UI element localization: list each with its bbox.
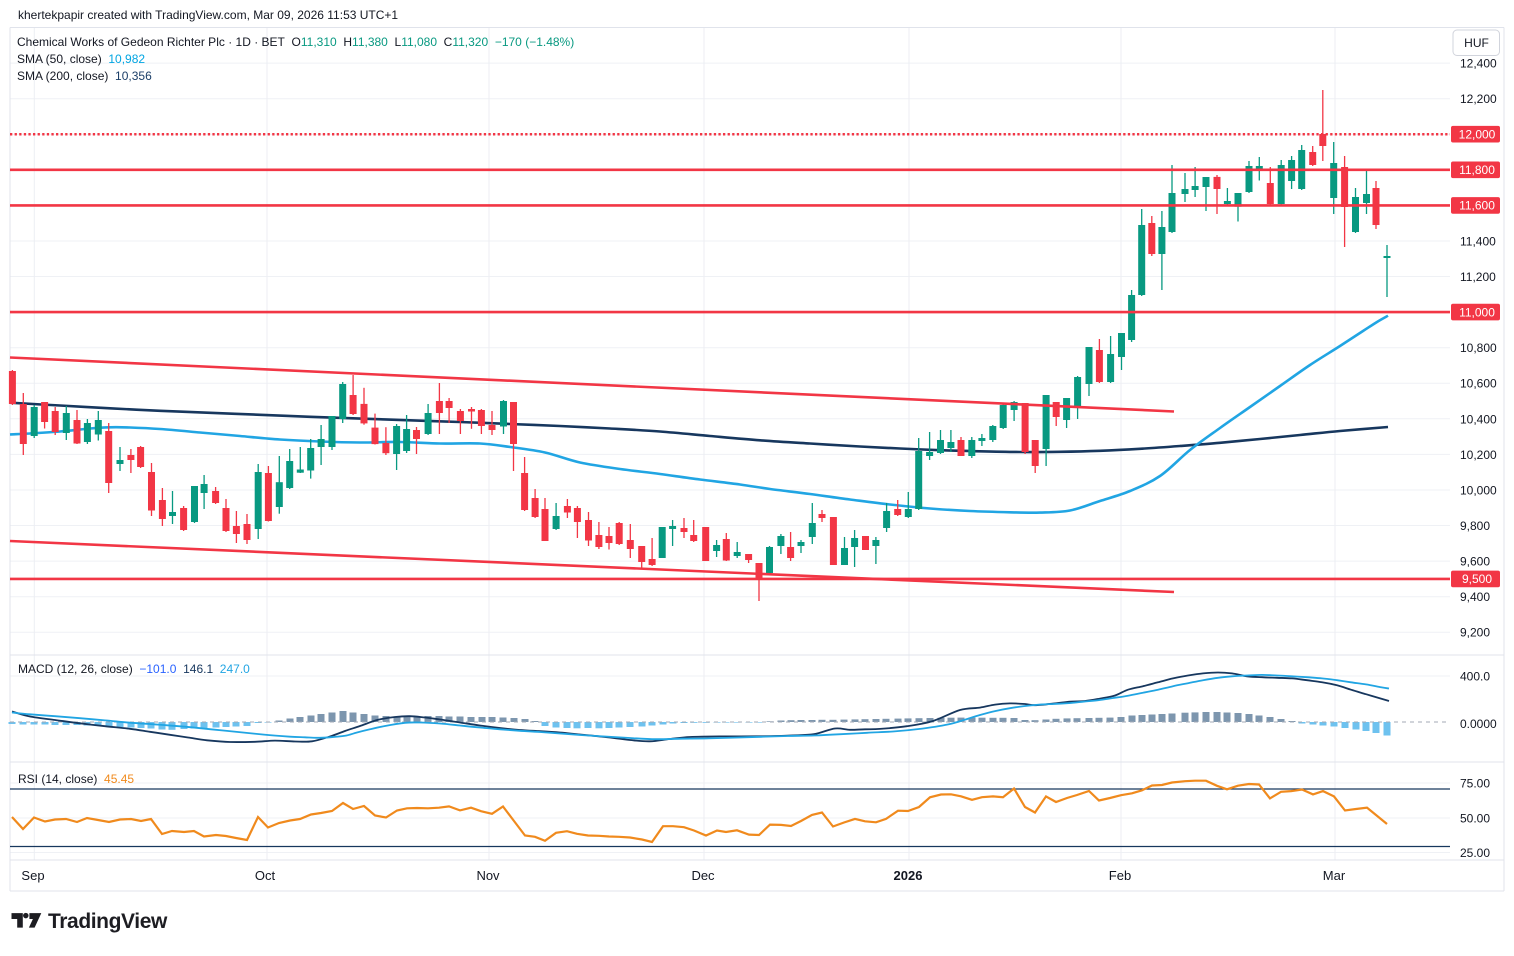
svg-text:9,600: 9,600 bbox=[1460, 555, 1490, 569]
svg-text:SMA (200, close) 10,356: SMA (200, close) 10,356 bbox=[17, 69, 152, 83]
svg-text:9,400: 9,400 bbox=[1460, 590, 1490, 604]
svg-text:HUF: HUF bbox=[1464, 36, 1489, 50]
svg-text:Dec: Dec bbox=[691, 868, 715, 883]
svg-text:Nov: Nov bbox=[476, 868, 500, 883]
svg-text:12,400: 12,400 bbox=[1460, 57, 1497, 71]
svg-text:11,200: 11,200 bbox=[1460, 270, 1496, 284]
svg-text:Mar: Mar bbox=[1323, 868, 1346, 883]
svg-text:75.00: 75.00 bbox=[1460, 777, 1490, 791]
svg-text:25.00: 25.00 bbox=[1460, 846, 1490, 860]
svg-text:9,200: 9,200 bbox=[1460, 626, 1490, 640]
svg-text:10,400: 10,400 bbox=[1460, 412, 1497, 426]
svg-text:11,000: 11,000 bbox=[1459, 305, 1495, 319]
svg-text:10,800: 10,800 bbox=[1460, 341, 1497, 355]
svg-text:12,200: 12,200 bbox=[1460, 92, 1497, 106]
svg-text:RSI (14, close) 45.45: RSI (14, close) 45.45 bbox=[18, 772, 134, 786]
svg-text:11,600: 11,600 bbox=[1459, 199, 1495, 213]
svg-text:11,800: 11,800 bbox=[1459, 163, 1495, 177]
svg-text:12,000: 12,000 bbox=[1459, 128, 1496, 142]
svg-text:Feb: Feb bbox=[1109, 868, 1131, 883]
svg-text:10,600: 10,600 bbox=[1460, 377, 1497, 391]
svg-text:MACD (12, 26, close) −101.0: MACD (12, 26, close) −101.0 146.1 247.0 bbox=[18, 662, 250, 676]
svg-text:TradingView: TradingView bbox=[48, 910, 168, 933]
svg-text:400.0: 400.0 bbox=[1460, 670, 1490, 684]
svg-text:Oct: Oct bbox=[255, 868, 276, 883]
svg-text:50.00: 50.00 bbox=[1460, 812, 1490, 826]
svg-text:9,500: 9,500 bbox=[1462, 572, 1492, 586]
svg-text:Sep: Sep bbox=[21, 868, 44, 883]
svg-text:9,800: 9,800 bbox=[1460, 519, 1490, 533]
svg-text:2026: 2026 bbox=[894, 868, 923, 883]
svg-text:0.0000: 0.0000 bbox=[1460, 717, 1497, 731]
svg-text:khertekpapir created with Trad: khertekpapir created with TradingView.co… bbox=[18, 8, 398, 22]
svg-text:10,000: 10,000 bbox=[1460, 484, 1497, 498]
svg-text:11,400: 11,400 bbox=[1460, 235, 1496, 249]
svg-text:Chemical Works of Gedeon Richt: Chemical Works of Gedeon Richter Plc · 1… bbox=[17, 35, 574, 49]
svg-text:10,200: 10,200 bbox=[1460, 448, 1497, 462]
svg-text:SMA (50, close) 10,982: SMA (50, close) 10,982 bbox=[17, 52, 145, 66]
